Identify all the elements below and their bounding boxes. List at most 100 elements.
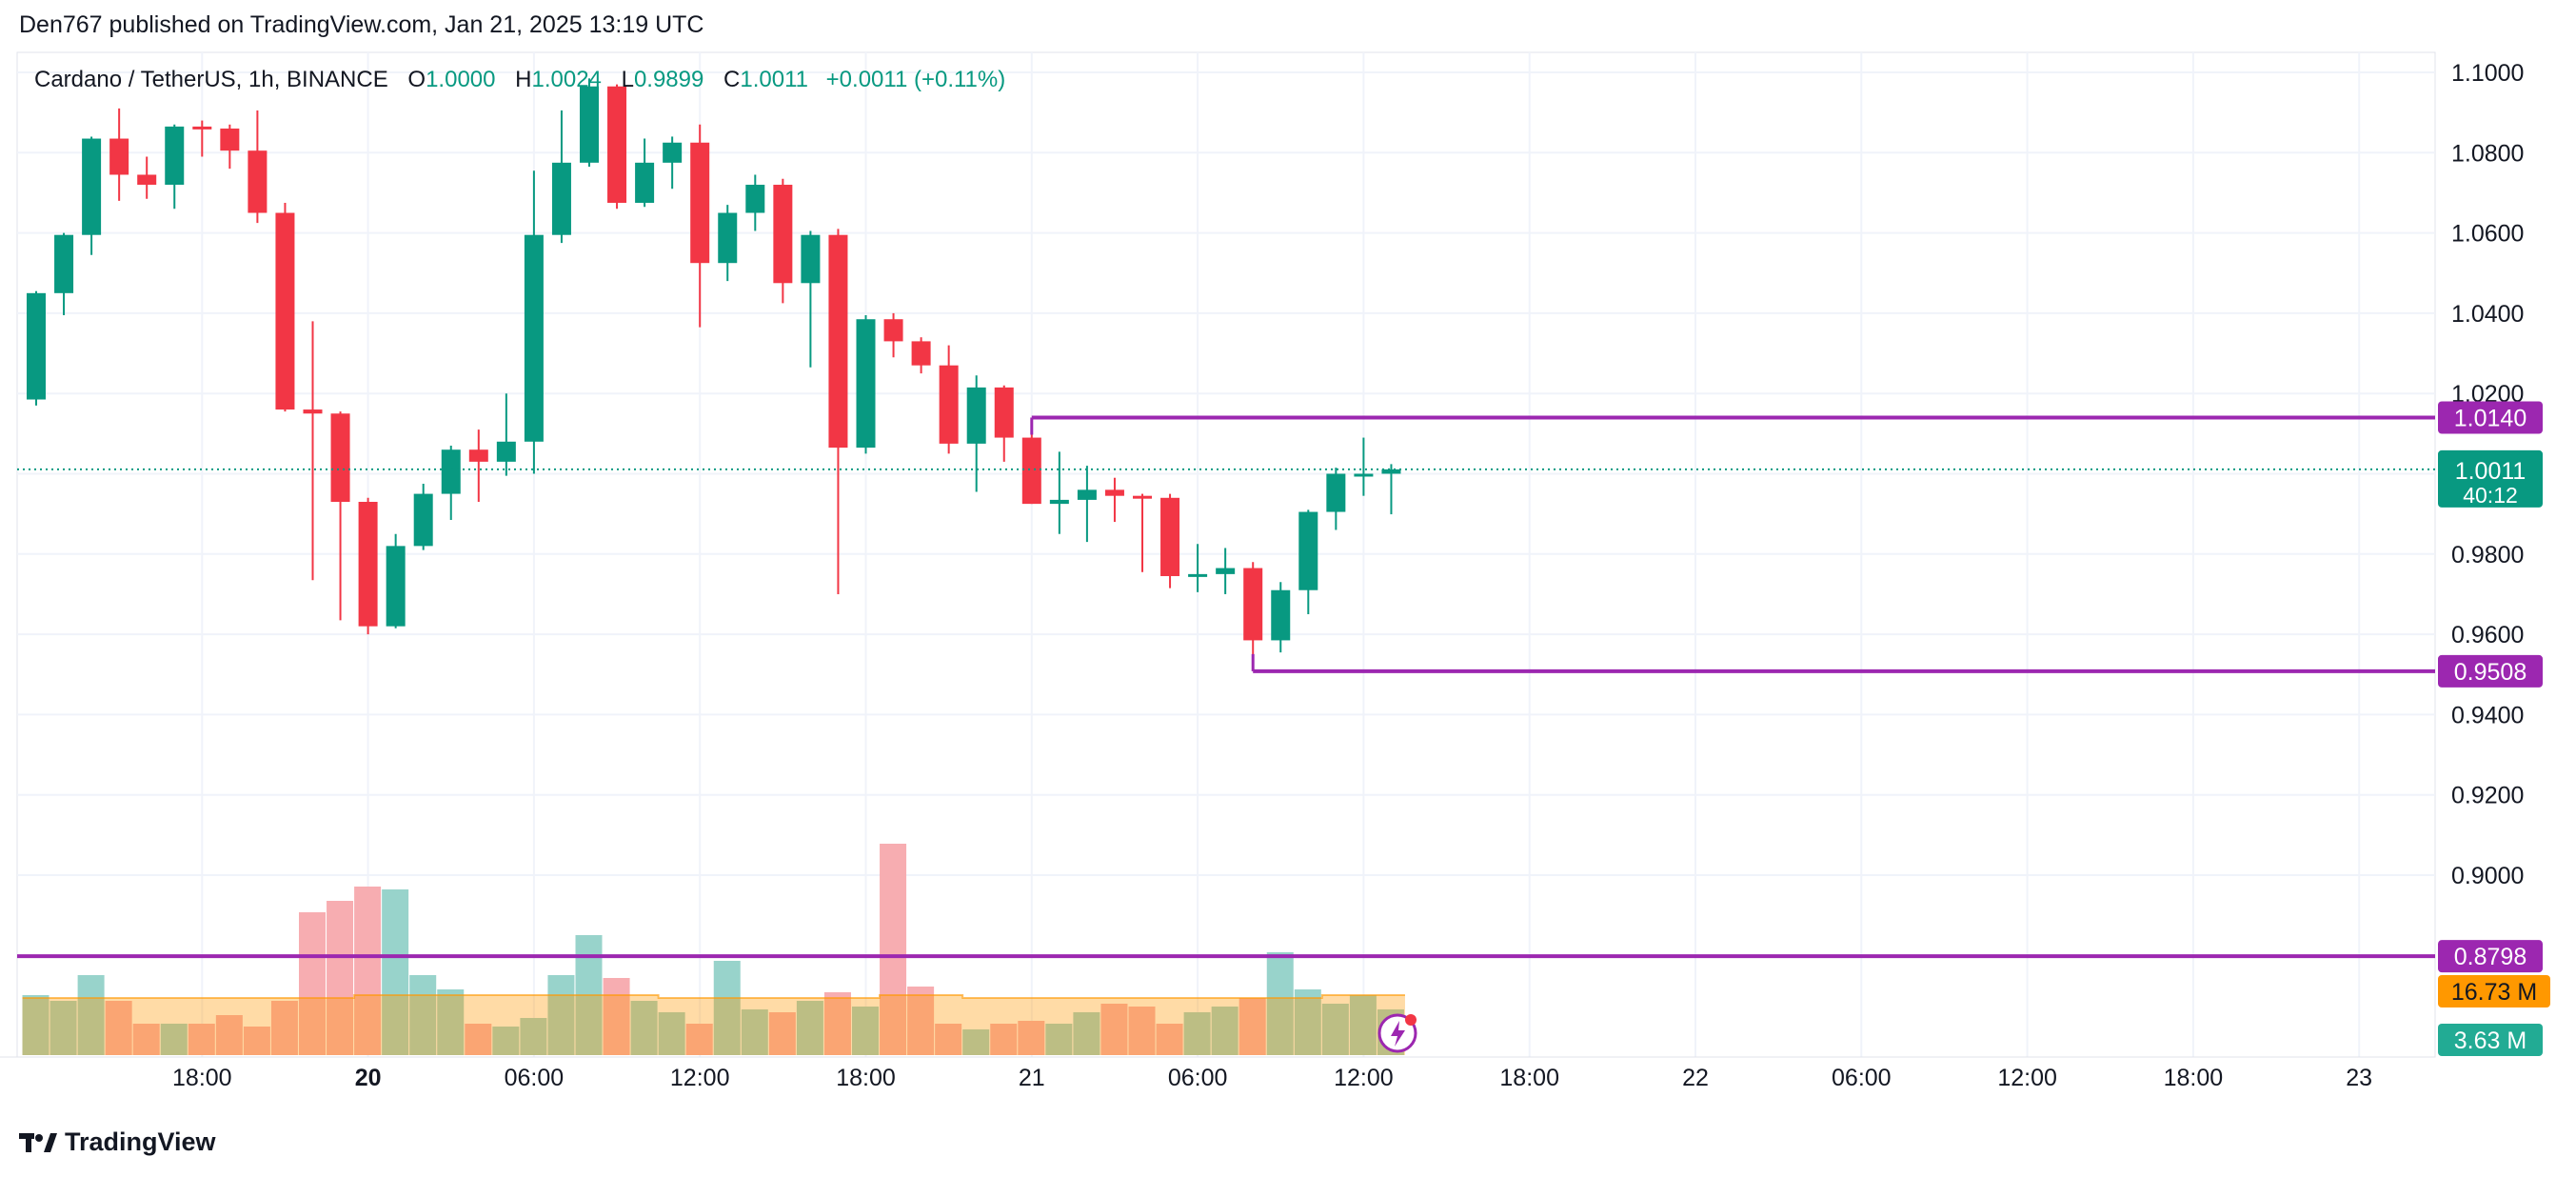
candle-body[interactable] (663, 142, 683, 163)
candle-body[interactable] (496, 441, 516, 462)
volume-bar (50, 1001, 77, 1055)
volume-bar (105, 1001, 132, 1055)
candle-body[interactable] (358, 502, 378, 627)
volume-bar (713, 961, 741, 1055)
volume-bar (1349, 995, 1377, 1055)
level-price-label-bg (2438, 654, 2543, 688)
price-tick-label: 1.0400 (2451, 301, 2524, 328)
candle-body[interactable] (1271, 589, 1291, 641)
volume-bar (768, 1012, 796, 1055)
candle-body[interactable] (690, 142, 710, 264)
volume-bar (1156, 1024, 1183, 1055)
candle-body[interactable] (994, 387, 1014, 438)
high-value: 1.0024 (531, 67, 602, 92)
volume-bar (465, 1024, 492, 1055)
price-tick-label: 0.9600 (2451, 622, 2524, 648)
open-label: O (407, 67, 426, 92)
candle-body[interactable] (635, 162, 655, 203)
candle-body[interactable] (1298, 511, 1318, 590)
bar-countdown-label: 40:12 (2463, 483, 2518, 508)
notification-dot-icon (1405, 1014, 1417, 1026)
candle-body[interactable] (1133, 495, 1152, 499)
level-price-label: 0.8798 (2454, 944, 2526, 970)
candle-body[interactable] (27, 292, 46, 400)
volume-ma-area (22, 995, 1405, 1055)
candle-body[interactable] (165, 126, 185, 186)
candle-body[interactable] (1326, 473, 1346, 512)
change-value: +0.0011 (+0.11%) (825, 67, 1006, 92)
price-tick-label: 0.9000 (2451, 863, 2524, 889)
candle-body[interactable] (303, 409, 323, 414)
time-tick-label: 21 (1019, 1065, 1045, 1091)
volume-bar (1073, 1012, 1100, 1055)
volume-bar (354, 887, 382, 1055)
volume-bar (1100, 1004, 1128, 1055)
candle-body[interactable] (966, 387, 986, 444)
candle-body[interactable] (386, 546, 406, 627)
price-tick-label: 1.1000 (2451, 60, 2524, 87)
low-label: L (621, 67, 634, 92)
candle-body[interactable] (192, 126, 212, 130)
symbol-title[interactable]: Cardano / TetherUS, 1h, BINANCE (34, 67, 388, 92)
candle-body[interactable] (1243, 568, 1263, 641)
close-value: 1.0011 (740, 67, 808, 92)
volume-bar (1045, 1024, 1073, 1055)
candle-body[interactable] (1381, 469, 1401, 474)
candle-body[interactable] (1188, 573, 1208, 577)
candle-body[interactable] (54, 234, 74, 293)
candle-body[interactable] (82, 138, 102, 235)
time-tick-label: 12:00 (1334, 1065, 1394, 1091)
time-tick-label: 06:00 (505, 1065, 565, 1091)
candle-body[interactable] (1216, 568, 1236, 574)
level-price-label: 0.9508 (2454, 659, 2526, 686)
candle-body[interactable] (1049, 499, 1069, 505)
last-price-label-bg (2438, 449, 2543, 508)
candle-body[interactable] (275, 212, 295, 410)
volume-bar (1266, 952, 1294, 1055)
candle-body[interactable] (330, 413, 350, 503)
volume-bar (1321, 1004, 1349, 1055)
volume-bar (437, 989, 465, 1055)
volume-bar (188, 1024, 215, 1055)
time-tick-label: 22 (1682, 1065, 1709, 1091)
candle-body[interactable] (413, 493, 433, 547)
symbol-legend: Cardano / TetherUS, 1h, BINANCE O1.0000 … (34, 67, 1005, 93)
candle-body[interactable] (828, 234, 848, 449)
candle-body[interactable] (1077, 489, 1097, 500)
candle-body[interactable] (441, 449, 461, 494)
volume-bar (603, 978, 630, 1055)
candle-body[interactable] (911, 341, 931, 366)
candle-body[interactable] (607, 86, 627, 203)
volume-bar (327, 901, 354, 1055)
candle-body[interactable] (745, 185, 765, 213)
volume-bar (741, 1009, 768, 1055)
candle-body[interactable] (248, 150, 268, 213)
candle-body[interactable] (939, 365, 959, 444)
level-price-label-bg (2438, 940, 2543, 973)
candle-body[interactable] (220, 129, 240, 151)
price-tick-label: 0.9200 (2451, 783, 2524, 809)
time-tick-label: 20 (355, 1065, 382, 1091)
candle-body[interactable] (773, 185, 793, 284)
candle-body[interactable] (856, 319, 876, 449)
volume-bar (520, 1018, 547, 1055)
candle-body[interactable] (718, 212, 738, 264)
candle-body[interactable] (801, 234, 821, 284)
candle-body[interactable] (551, 162, 571, 235)
volume-bar (243, 1027, 270, 1055)
candle-body[interactable] (883, 319, 903, 342)
candle-body[interactable] (1160, 497, 1180, 576)
time-tick-label: 06:00 (1168, 1065, 1228, 1091)
candle-body[interactable] (580, 86, 599, 163)
candle-body[interactable] (137, 174, 157, 186)
candle-body[interactable] (109, 138, 129, 175)
candle-body[interactable] (524, 234, 544, 442)
candle-body[interactable] (1354, 473, 1374, 477)
candle-body[interactable] (1021, 437, 1041, 505)
tradingview-logo[interactable]: TradingView (19, 1127, 216, 1157)
tradingview-logo-text: TradingView (65, 1127, 216, 1156)
candle-body[interactable] (1104, 489, 1124, 496)
candle-body[interactable] (468, 449, 488, 462)
